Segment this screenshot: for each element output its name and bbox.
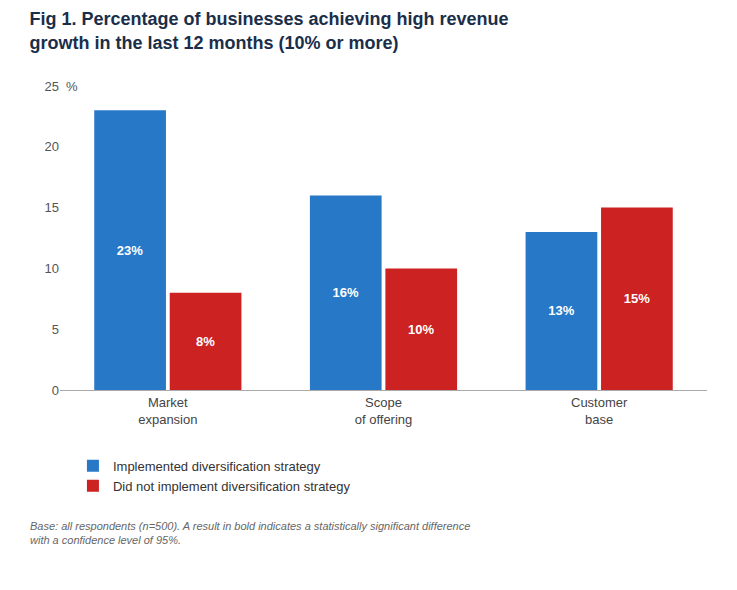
svg-text:15: 15 xyxy=(45,200,59,215)
svg-text:10%: 10% xyxy=(408,322,434,337)
svg-text:Marketexpansion: Marketexpansion xyxy=(138,395,197,427)
svg-text:Did not implement diversificat: Did not implement diversification strate… xyxy=(113,479,350,494)
svg-text:10: 10 xyxy=(45,261,59,276)
svg-text:Implemented diversification st: Implemented diversification strategy xyxy=(113,459,321,474)
svg-text:Fig 1. Percentage of businesse: Fig 1. Percentage of businesses achievin… xyxy=(29,9,508,52)
svg-text:%: % xyxy=(66,79,78,94)
svg-text:0: 0 xyxy=(52,383,59,398)
svg-text:Base: all respondents (n=500).: Base: all respondents (n=500). A result … xyxy=(30,520,470,546)
svg-text:Customerbase: Customerbase xyxy=(571,395,628,427)
svg-text:Scopeof offering: Scopeof offering xyxy=(355,395,413,427)
svg-text:8%: 8% xyxy=(196,334,215,349)
svg-text:23%: 23% xyxy=(117,243,143,258)
svg-text:5: 5 xyxy=(52,322,59,337)
svg-text:13%: 13% xyxy=(548,303,574,318)
svg-text:25: 25 xyxy=(45,79,59,94)
svg-text:20: 20 xyxy=(45,139,59,154)
svg-text:15%: 15% xyxy=(624,291,650,306)
svg-text:16%: 16% xyxy=(333,285,359,300)
